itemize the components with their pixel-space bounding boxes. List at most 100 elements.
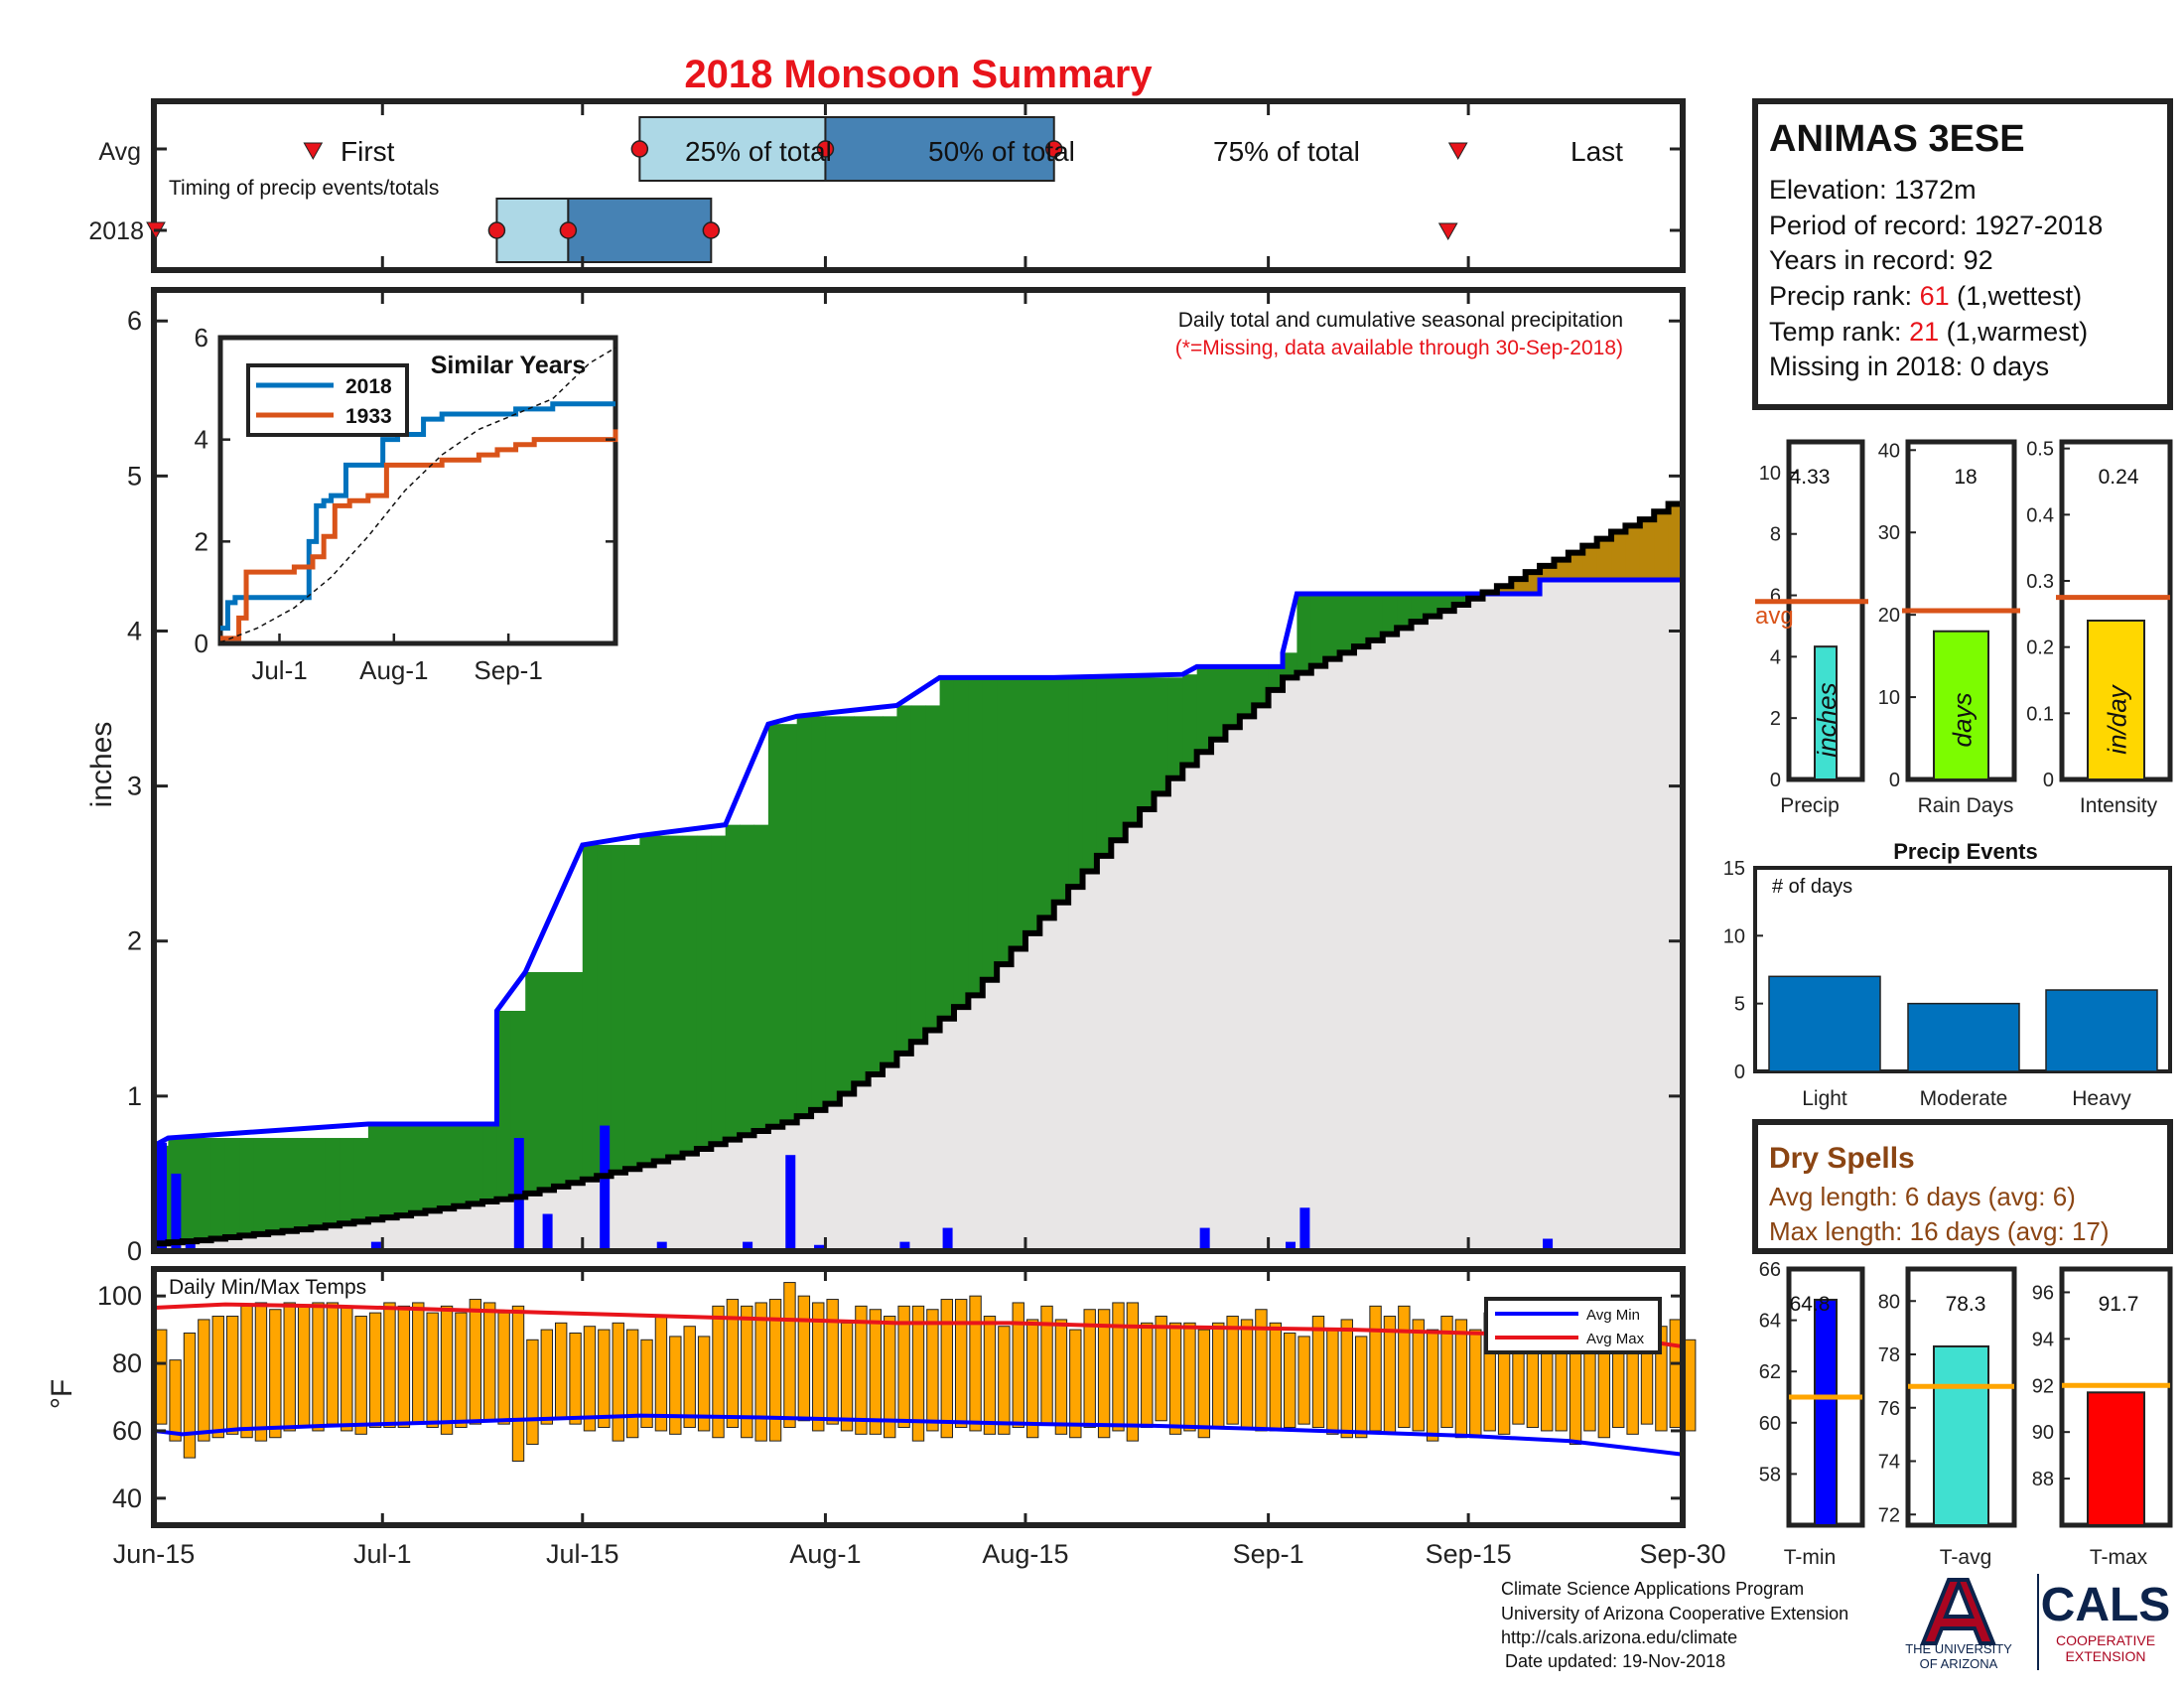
- avg-p25-marker: [630, 140, 649, 158]
- daily-temp-bar: [1069, 1329, 1082, 1439]
- daily-temp-bar: [254, 1302, 268, 1442]
- dry-spells-box: Dry Spells Avg length: 6 days (avg: 6) M…: [1752, 1119, 2173, 1254]
- dry-max: Max length: 16 days (avg: 17): [1769, 1216, 2110, 1246]
- above-normal-area: [1082, 677, 1098, 872]
- 2018-last-marker: [1437, 222, 1458, 241]
- events-tick-label: 15: [1723, 858, 1745, 880]
- temps-legend: [1484, 1297, 1662, 1354]
- summary-precip-tick-label: 4: [1770, 646, 1781, 668]
- footer-program: Climate Science Applications Program: [1501, 1579, 1804, 1599]
- below-normal-area: [1625, 525, 1641, 580]
- above-normal-area: [468, 1123, 483, 1204]
- precip-rank-label: Precip rank:: [1769, 281, 1920, 311]
- above-normal-area: [224, 1138, 240, 1237]
- above-normal-area: [1239, 666, 1255, 717]
- summary-days-tick-label: 0: [1889, 770, 1900, 791]
- temp-tmin-tick-label: 58: [1759, 1464, 1781, 1485]
- daily-temp-bar: [741, 1305, 753, 1439]
- daily-temp-bar: [1340, 1319, 1353, 1439]
- precip-rank-note: (1,wettest): [1950, 281, 2083, 311]
- summary-precip-tick-label: 2: [1770, 708, 1781, 730]
- daily-temp-bar: [383, 1302, 396, 1429]
- cumulative-area: [154, 491, 1683, 1251]
- above-normal-area: [1254, 666, 1270, 706]
- ua-name-line2: OF ARIZONA: [1920, 1656, 1998, 1671]
- temp-rank-value: 21: [1909, 317, 1939, 347]
- daily-temp-bar: [754, 1302, 767, 1442]
- above-normal-area: [1068, 677, 1084, 888]
- above-normal-area: [767, 724, 783, 1127]
- summary-intensity-tick-label: 0.4: [2026, 504, 2054, 526]
- avg-25-50-box: [638, 116, 827, 182]
- temp-tmin-tick-label: 64: [1759, 1311, 1781, 1333]
- above-normal-area: [839, 716, 855, 1094]
- daily-temp-bar: [211, 1316, 224, 1439]
- ua-logo: THE UNIVERSITY OF ARIZONA: [1905, 1578, 2012, 1671]
- timing-row-avg: Avg: [98, 138, 141, 166]
- above-normal-area: [353, 1138, 369, 1222]
- daily-precip-bar: [1299, 1207, 1310, 1251]
- summary-precip-tick-label: 8: [1770, 524, 1781, 546]
- above-normal-area: [367, 1123, 383, 1220]
- above-normal-area: [1111, 677, 1127, 841]
- daily-temp-bar: [269, 1309, 282, 1439]
- dry-frame: [1752, 1119, 2173, 1254]
- daily-temp-bar: [797, 1295, 811, 1422]
- summary-days-tick-label: 20: [1878, 605, 1900, 627]
- above-normal-area: [396, 1123, 412, 1216]
- station-period: Period of record: 1927-2018: [1769, 211, 2103, 240]
- events-title: Precip Events: [1893, 839, 2038, 864]
- above-normal-area: [1439, 594, 1455, 612]
- above-normal-area: [1140, 677, 1156, 810]
- temps-ylabel: °F: [46, 1379, 78, 1409]
- daily-temp-bar: [1412, 1319, 1425, 1432]
- above-normal-area: [696, 835, 712, 1149]
- daily-temp-bar: [511, 1305, 525, 1463]
- above-normal-area: [1053, 677, 1069, 903]
- daily-temp-bar: [954, 1299, 968, 1429]
- daily-temp-bar: [712, 1305, 725, 1439]
- daily-temp-bar: [768, 1299, 782, 1442]
- below-normal-area: [1554, 559, 1570, 580]
- above-normal-area: [1310, 594, 1326, 666]
- temp-tavg-tick-label: 78: [1878, 1344, 1900, 1366]
- x-tick-label: Sep-30: [1639, 1539, 1725, 1569]
- station-years: Years in record: 92: [1769, 245, 1993, 275]
- inset-line-avg: [219, 347, 616, 643]
- above-normal-area: [1167, 677, 1183, 778]
- main-ytick-label: 1: [127, 1081, 142, 1111]
- above-normal-area: [939, 677, 955, 1019]
- daily-temp-bar: [897, 1305, 910, 1429]
- above-normal-area: [753, 824, 769, 1131]
- event-bar-light: [1768, 975, 1881, 1072]
- station-precip-rank: Precip rank: 61 (1,wettest): [1769, 281, 2082, 311]
- daily-precip-bar: [743, 1241, 753, 1251]
- intensity-value: 0.24: [2099, 466, 2139, 489]
- daily-temp-bar: [1240, 1319, 1254, 1429]
- above-normal-area: [1154, 677, 1169, 794]
- above-normal-area: [1453, 594, 1469, 605]
- daily-temp-bar: [326, 1302, 340, 1425]
- x-tick-label: Sep-1: [1233, 1539, 1304, 1569]
- above-normal-area: [411, 1123, 427, 1213]
- daily-temp-bar: [583, 1326, 597, 1432]
- above-normal-area: [611, 844, 626, 1173]
- summary-intensity-tick-label: 0.1: [2026, 703, 2054, 725]
- above-normal-area: [782, 724, 798, 1123]
- inset-legend-1933: 1933: [345, 405, 392, 428]
- daily-temp-bar: [911, 1305, 925, 1442]
- temp-tmax-tick-label: 96: [2032, 1282, 2054, 1304]
- above-normal-area: [1283, 652, 1298, 678]
- above-normal-area: [725, 824, 741, 1140]
- above-normal-area: [268, 1138, 284, 1233]
- event-label: Heavy: [2072, 1087, 2131, 1110]
- temp-rank-note: (1,warmest): [1939, 317, 2088, 347]
- 2018-p25-marker: [487, 221, 506, 239]
- above-normal-area: [1297, 594, 1312, 673]
- inset-ytick-label: 4: [195, 425, 208, 455]
- temp-rank-label: Temp rank:: [1769, 317, 1909, 347]
- daily-temp-bar: [1212, 1322, 1225, 1429]
- daily-temp-bar: [412, 1302, 425, 1425]
- timing-last-label: Last: [1570, 136, 1623, 167]
